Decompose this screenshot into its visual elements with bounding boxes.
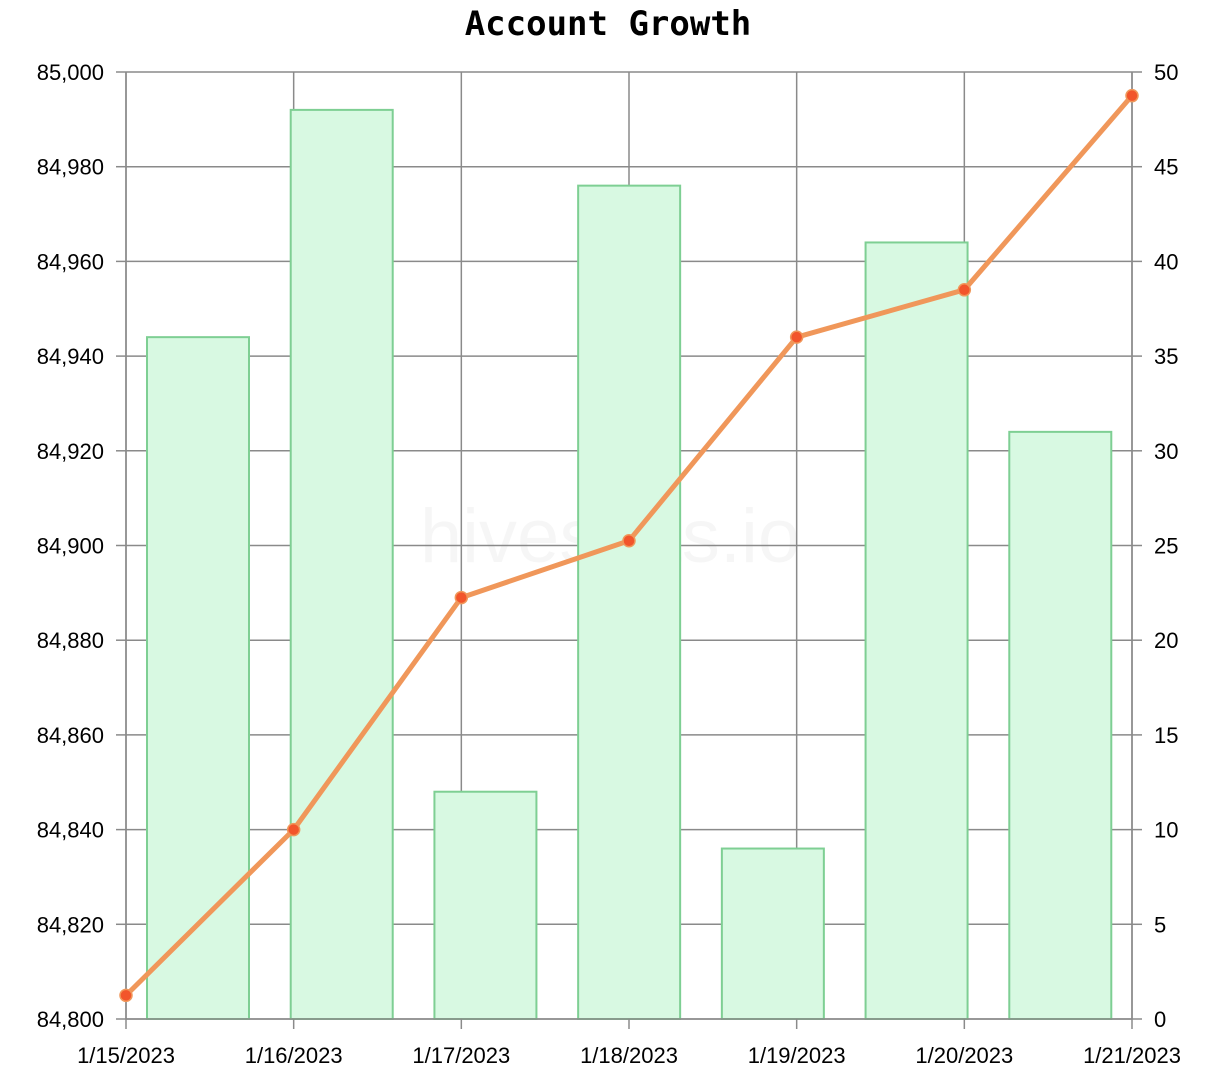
right-tick-label: 35	[1154, 344, 1178, 369]
line-point	[957, 283, 972, 297]
bar	[433, 790, 538, 1020]
line-point	[1125, 88, 1139, 103]
left-tick-label: 84,880	[37, 628, 104, 653]
right-tick-label: 10	[1154, 818, 1178, 843]
line-point	[119, 988, 133, 1003]
x-tick-label: 1/19/2023	[748, 1043, 846, 1068]
bar-series	[146, 108, 1113, 1021]
x-tick-label: 1/18/2023	[580, 1043, 678, 1068]
line-point	[454, 590, 469, 605]
left-tick-label: 84,980	[37, 155, 104, 180]
tick-labels: 84,800 84,820 84,840 84,860 84,880 84,900 84,9…	[37, 60, 1181, 1068]
line-point	[286, 822, 301, 837]
axes	[116, 71, 1142, 1029]
bar	[289, 108, 394, 1020]
left-tick-label: 84,820	[37, 912, 104, 937]
x-tick-label: 1/16/2023	[245, 1043, 343, 1068]
left-tick-label: 84,960	[37, 249, 104, 274]
bar	[577, 184, 682, 1020]
bar	[1008, 430, 1113, 1020]
chart-title: Account Growth	[465, 4, 752, 44]
x-tick-label: 1/20/2023	[915, 1043, 1013, 1068]
right-tick-label: 25	[1154, 534, 1178, 559]
right-tick-label: 50	[1154, 60, 1178, 85]
right-tick-label: 0	[1154, 1007, 1166, 1032]
left-tick-label: 84,940	[37, 344, 104, 369]
right-tick-label: 45	[1154, 155, 1178, 180]
right-tick-label: 5	[1154, 912, 1166, 937]
left-tick-label: 84,800	[37, 1007, 104, 1032]
line-point	[789, 330, 804, 344]
right-tick-label: 30	[1154, 439, 1178, 464]
bar	[146, 336, 250, 1021]
x-tick-label: 1/17/2023	[412, 1043, 510, 1068]
bar	[720, 847, 825, 1020]
left-tick-label: 85,000	[37, 60, 104, 85]
left-tick-label: 84,840	[37, 818, 104, 843]
right-tick-label: 20	[1154, 628, 1178, 653]
left-tick-label: 84,860	[37, 723, 104, 748]
x-tick-label: 1/21/2023	[1083, 1043, 1181, 1068]
line-point	[622, 534, 636, 548]
right-tick-label: 15	[1154, 723, 1178, 748]
left-tick-label: 84,900	[37, 534, 104, 559]
x-tick-label: 1/15/2023	[77, 1043, 175, 1068]
left-tick-label: 84,920	[37, 439, 104, 464]
line-series	[119, 88, 1139, 1003]
bar	[864, 241, 969, 1020]
right-tick-label: 40	[1154, 249, 1178, 274]
